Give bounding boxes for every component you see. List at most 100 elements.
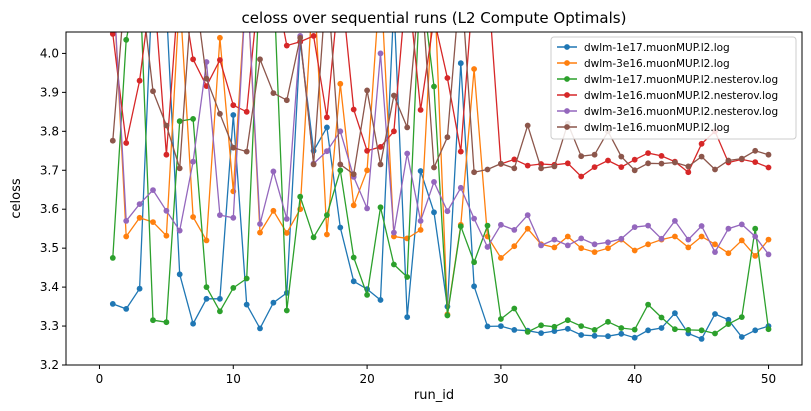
data-point [203,237,210,244]
x-tick-label: 0 [96,372,104,386]
y-tick-label: 3.7 [40,163,59,177]
data-point [150,219,156,226]
data-point [123,218,130,224]
legend-item: dwlm-1e17.muonMUP.l2.log [557,42,730,54]
data-point [765,251,772,258]
data-point [444,312,451,319]
data-point [511,305,518,312]
data-point [498,323,504,329]
data-point [564,317,571,324]
data-point [752,159,759,166]
data-point [176,165,183,172]
y-tick-label: 4.0 [40,46,59,60]
data-point [551,328,558,334]
data-point [712,166,718,173]
data-point [712,311,718,317]
data-point [404,124,411,131]
data-point [511,227,518,233]
x-tick-label: 50 [761,372,776,386]
data-point [564,242,571,249]
data-point [350,202,357,209]
data-point [391,229,397,236]
data-point [685,163,692,170]
data-point [658,235,665,242]
data-point [377,161,384,168]
y-tick-label: 3.4 [40,280,59,294]
data-point [324,148,330,155]
data-point [457,184,464,191]
data-point [618,164,625,171]
data-point [618,153,625,160]
legend-marker [564,108,570,114]
data-point [738,221,745,228]
data-point [618,325,625,331]
legend: dwlm-1e17.muonMUP.l2.log dwlm-3e16.muonMU… [550,36,797,140]
data-point [444,75,451,81]
data-point [230,285,237,291]
data-point [243,108,250,115]
data-point [591,327,598,333]
data-point [257,221,263,227]
legend-item: dwlm-1e17.muonMUP.l2.nesterov.log [557,74,778,86]
data-point [270,168,277,175]
data-point [377,144,384,150]
data-point [578,153,585,160]
data-point [538,242,544,249]
y-tick-label: 3.2 [40,358,59,372]
data-point [350,171,357,178]
data-point [752,327,759,334]
data-point [484,323,491,330]
data-point [645,160,651,167]
legend-label: dwlm-3e16.muonMUP.l2.log [584,58,730,70]
data-point [591,241,598,248]
data-point [605,333,611,340]
data-point [672,218,678,224]
data-point [631,326,638,333]
data-point [391,128,397,135]
data-point [698,327,705,334]
data-point [257,56,263,63]
data-point [738,237,745,244]
data-point [738,155,745,162]
data-point [645,241,651,248]
data-point [404,314,411,320]
data-point [498,160,504,167]
data-point [591,151,598,158]
y-axis: 3.2 3.3 3.4 3.5 3.6 3.7 3.8 3.9 4.0 [40,46,66,372]
data-point [417,168,424,174]
data-point [564,160,571,167]
data-point [431,83,437,90]
data-point [190,320,197,327]
y-tick-label: 3.6 [40,202,59,216]
data-point [377,50,384,57]
legend-marker [564,124,570,130]
data-point [471,215,477,222]
data-point [190,214,197,220]
data-point [498,316,504,322]
data-point [123,36,130,43]
data-point [391,92,397,99]
data-point [136,285,143,292]
data-point [457,223,464,230]
data-point [685,327,692,333]
data-point [605,245,611,252]
y-tick-label: 3.5 [40,241,59,255]
data-point [230,102,237,109]
data-point [511,156,518,163]
data-point [136,201,143,208]
data-point [698,153,705,160]
data-point [163,319,170,326]
data-point [631,224,638,231]
y-tick-label: 3.8 [40,124,59,138]
data-point [391,0,397,6]
y-tick-label: 3.3 [40,319,59,333]
data-point [658,314,665,321]
x-tick-label: 40 [627,372,642,386]
series-line [112,32,770,335]
data-point [404,150,411,157]
data-point [605,157,611,164]
data-point [551,244,558,251]
data-point [591,249,598,256]
data-point [417,107,424,113]
data-point [364,167,370,174]
